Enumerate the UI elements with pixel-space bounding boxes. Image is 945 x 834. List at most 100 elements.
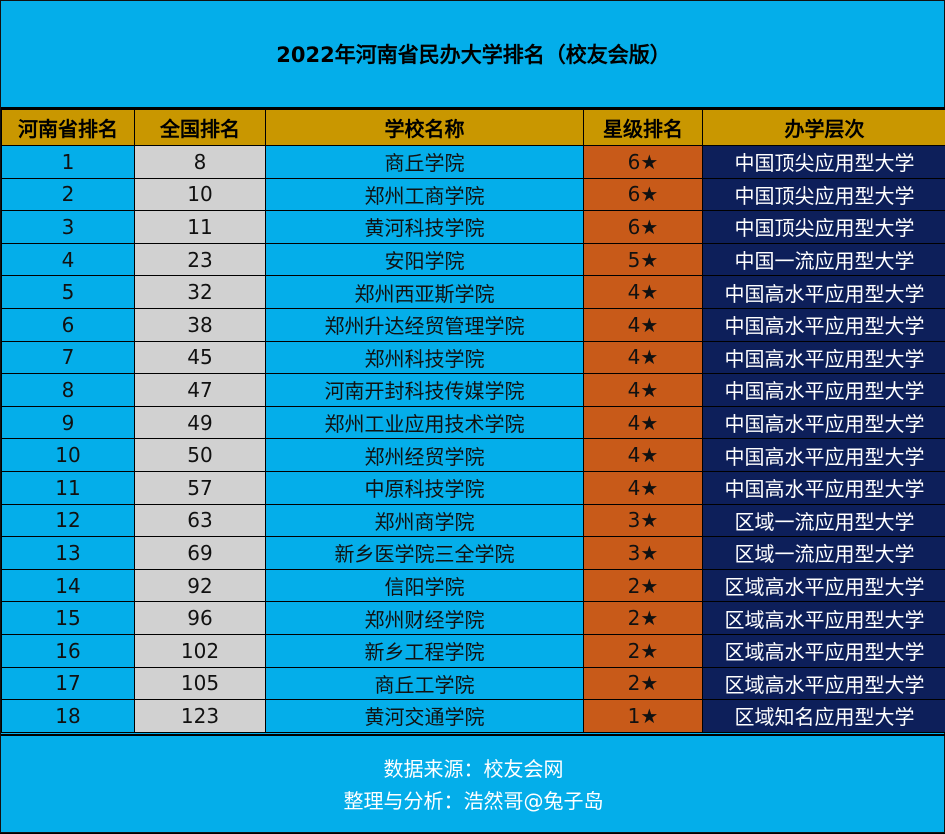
school-name-cell: 郑州升达经贸管理学院 <box>266 308 584 341</box>
province-rank-cell: 6 <box>2 308 135 341</box>
star-rank-cell: 6★ <box>584 146 703 179</box>
province-rank-cell: 7 <box>2 341 135 374</box>
star-rank-cell: 6★ <box>584 211 703 244</box>
school-name-cell: 新乡医学院三全学院 <box>266 537 584 570</box>
school-level-cell: 区域高水平应用型大学 <box>703 569 945 602</box>
school-name-cell: 商丘学院 <box>266 146 584 179</box>
school-level-cell: 中国高水平应用型大学 <box>703 276 945 309</box>
school-name-cell: 中原科技学院 <box>266 471 584 504</box>
star-rank-cell: 4★ <box>584 308 703 341</box>
header-national-rank: 全国排名 <box>135 110 266 146</box>
school-level-cell: 区域知名应用型大学 <box>703 700 945 733</box>
national-rank-cell: 49 <box>135 406 266 439</box>
national-rank-cell: 69 <box>135 537 266 570</box>
province-rank-cell: 11 <box>2 471 135 504</box>
school-name-cell: 新乡工程学院 <box>266 634 584 667</box>
page-title: 2022年河南省民办大学排名（校友会版） <box>1 1 945 109</box>
star-rank-cell: 4★ <box>584 471 703 504</box>
star-rank-cell: 2★ <box>584 634 703 667</box>
star-rank-cell: 4★ <box>584 341 703 374</box>
source-note: 数据来源：校友会网 <box>384 753 564 785</box>
school-name-cell: 郑州工业应用技术学院 <box>266 406 584 439</box>
school-name-cell: 商丘工学院 <box>266 667 584 700</box>
national-rank-cell: 38 <box>135 308 266 341</box>
star-rank-cell: 2★ <box>584 569 703 602</box>
national-rank-cell: 10 <box>135 178 266 211</box>
school-level-cell: 中国顶尖应用型大学 <box>703 146 945 179</box>
province-rank-cell: 3 <box>2 211 135 244</box>
national-rank-cell: 102 <box>135 634 266 667</box>
school-level-cell: 中国顶尖应用型大学 <box>703 178 945 211</box>
province-rank-cell: 9 <box>2 406 135 439</box>
school-level-cell: 区域一流应用型大学 <box>703 504 945 537</box>
school-name-cell: 郑州财经学院 <box>266 602 584 635</box>
header-star-rank: 星级排名 <box>584 110 703 146</box>
school-name-cell: 郑州科技学院 <box>266 341 584 374</box>
national-rank-cell: 45 <box>135 341 266 374</box>
header-province-rank: 河南省排名 <box>2 110 135 146</box>
province-rank-cell: 10 <box>2 439 135 472</box>
header-school-name: 学校名称 <box>266 110 584 146</box>
school-name-cell: 郑州工商学院 <box>266 178 584 211</box>
star-rank-cell: 3★ <box>584 504 703 537</box>
school-level-cell: 区域高水平应用型大学 <box>703 667 945 700</box>
star-rank-cell: 4★ <box>584 439 703 472</box>
province-rank-cell: 2 <box>2 178 135 211</box>
school-level-cell: 中国高水平应用型大学 <box>703 471 945 504</box>
school-name-cell: 河南开封科技传媒学院 <box>266 374 584 407</box>
star-rank-cell: 4★ <box>584 406 703 439</box>
school-name-cell: 郑州商学院 <box>266 504 584 537</box>
province-rank-cell: 1 <box>2 146 135 179</box>
national-rank-cell: 96 <box>135 602 266 635</box>
province-rank-cell: 14 <box>2 569 135 602</box>
star-rank-cell: 4★ <box>584 374 703 407</box>
province-rank-cell: 12 <box>2 504 135 537</box>
national-rank-cell: 57 <box>135 471 266 504</box>
province-rank-cell: 15 <box>2 602 135 635</box>
school-name-cell: 郑州经贸学院 <box>266 439 584 472</box>
school-name-cell: 安阳学院 <box>266 243 584 276</box>
province-rank-cell: 17 <box>2 667 135 700</box>
school-level-cell: 中国高水平应用型大学 <box>703 308 945 341</box>
footer: 数据来源：校友会网 整理与分析：浩然哥@兔子岛 <box>1 734 945 834</box>
school-level-cell: 中国高水平应用型大学 <box>703 374 945 407</box>
school-level-cell: 区域一流应用型大学 <box>703 537 945 570</box>
school-level-cell: 中国高水平应用型大学 <box>703 406 945 439</box>
star-rank-cell: 4★ <box>584 276 703 309</box>
school-name-cell: 黄河交通学院 <box>266 700 584 733</box>
national-rank-cell: 11 <box>135 211 266 244</box>
credit-note: 整理与分析：浩然哥@兔子岛 <box>344 785 604 817</box>
school-level-cell: 中国高水平应用型大学 <box>703 341 945 374</box>
school-name-cell: 信阳学院 <box>266 569 584 602</box>
star-rank-cell: 2★ <box>584 602 703 635</box>
school-level-cell: 中国高水平应用型大学 <box>703 439 945 472</box>
school-level-cell: 区域高水平应用型大学 <box>703 602 945 635</box>
province-rank-cell: 13 <box>2 537 135 570</box>
school-name-cell: 郑州西亚斯学院 <box>266 276 584 309</box>
school-level-cell: 中国一流应用型大学 <box>703 243 945 276</box>
star-rank-cell: 1★ <box>584 700 703 733</box>
school-level-cell: 中国顶尖应用型大学 <box>703 211 945 244</box>
province-rank-cell: 4 <box>2 243 135 276</box>
star-rank-cell: 6★ <box>584 178 703 211</box>
table-header: 河南省排名 全国排名 学校名称 星级排名 办学层次 <box>2 110 945 146</box>
province-rank-cell: 16 <box>2 634 135 667</box>
star-rank-cell: 3★ <box>584 537 703 570</box>
national-rank-cell: 47 <box>135 374 266 407</box>
header-school-level: 办学层次 <box>703 110 945 146</box>
national-rank-cell: 32 <box>135 276 266 309</box>
